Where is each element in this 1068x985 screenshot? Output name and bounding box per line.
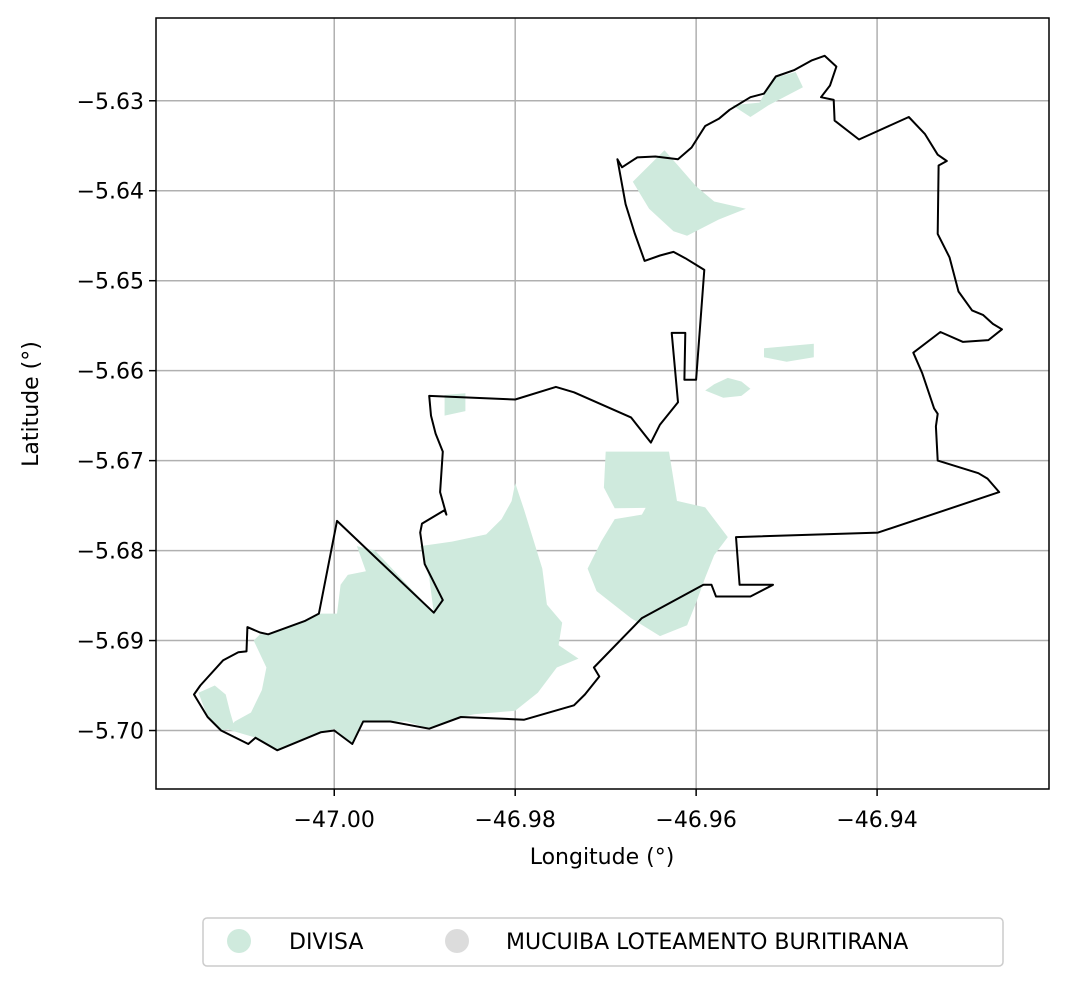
- legend: DIVISA MUCUIBA LOTEAMENTO BURITIRANA: [203, 918, 1003, 966]
- y-tick-label: −5.63: [77, 90, 144, 115]
- y-axis-title: Latitude (°): [19, 341, 44, 467]
- legend-marker-mucuiba: [445, 929, 469, 953]
- y-tick-label: −5.65: [77, 270, 144, 295]
- y-tick-label: −5.68: [77, 540, 144, 565]
- legend-label-mucuiba: MUCUIBA LOTEAMENTO BURITIRANA: [506, 930, 908, 955]
- y-tick-label: −5.67: [77, 450, 144, 475]
- x-tick-label: −46.98: [474, 808, 555, 833]
- divisa-area: [604, 452, 678, 509]
- x-axis-title: Longitude (°): [530, 845, 675, 870]
- x-tick-label: −47.00: [294, 808, 375, 833]
- y-tick-label: −5.64: [77, 180, 144, 205]
- x-tick-label: −46.96: [655, 808, 736, 833]
- y-tick-label: −5.66: [77, 360, 144, 385]
- legend-marker-divisa: [227, 929, 251, 953]
- y-tick-label: −5.69: [77, 630, 144, 655]
- y-tick-label: −5.70: [77, 720, 144, 745]
- x-tick-label: −46.94: [836, 808, 917, 833]
- legend-label-divisa: DIVISA: [289, 930, 363, 955]
